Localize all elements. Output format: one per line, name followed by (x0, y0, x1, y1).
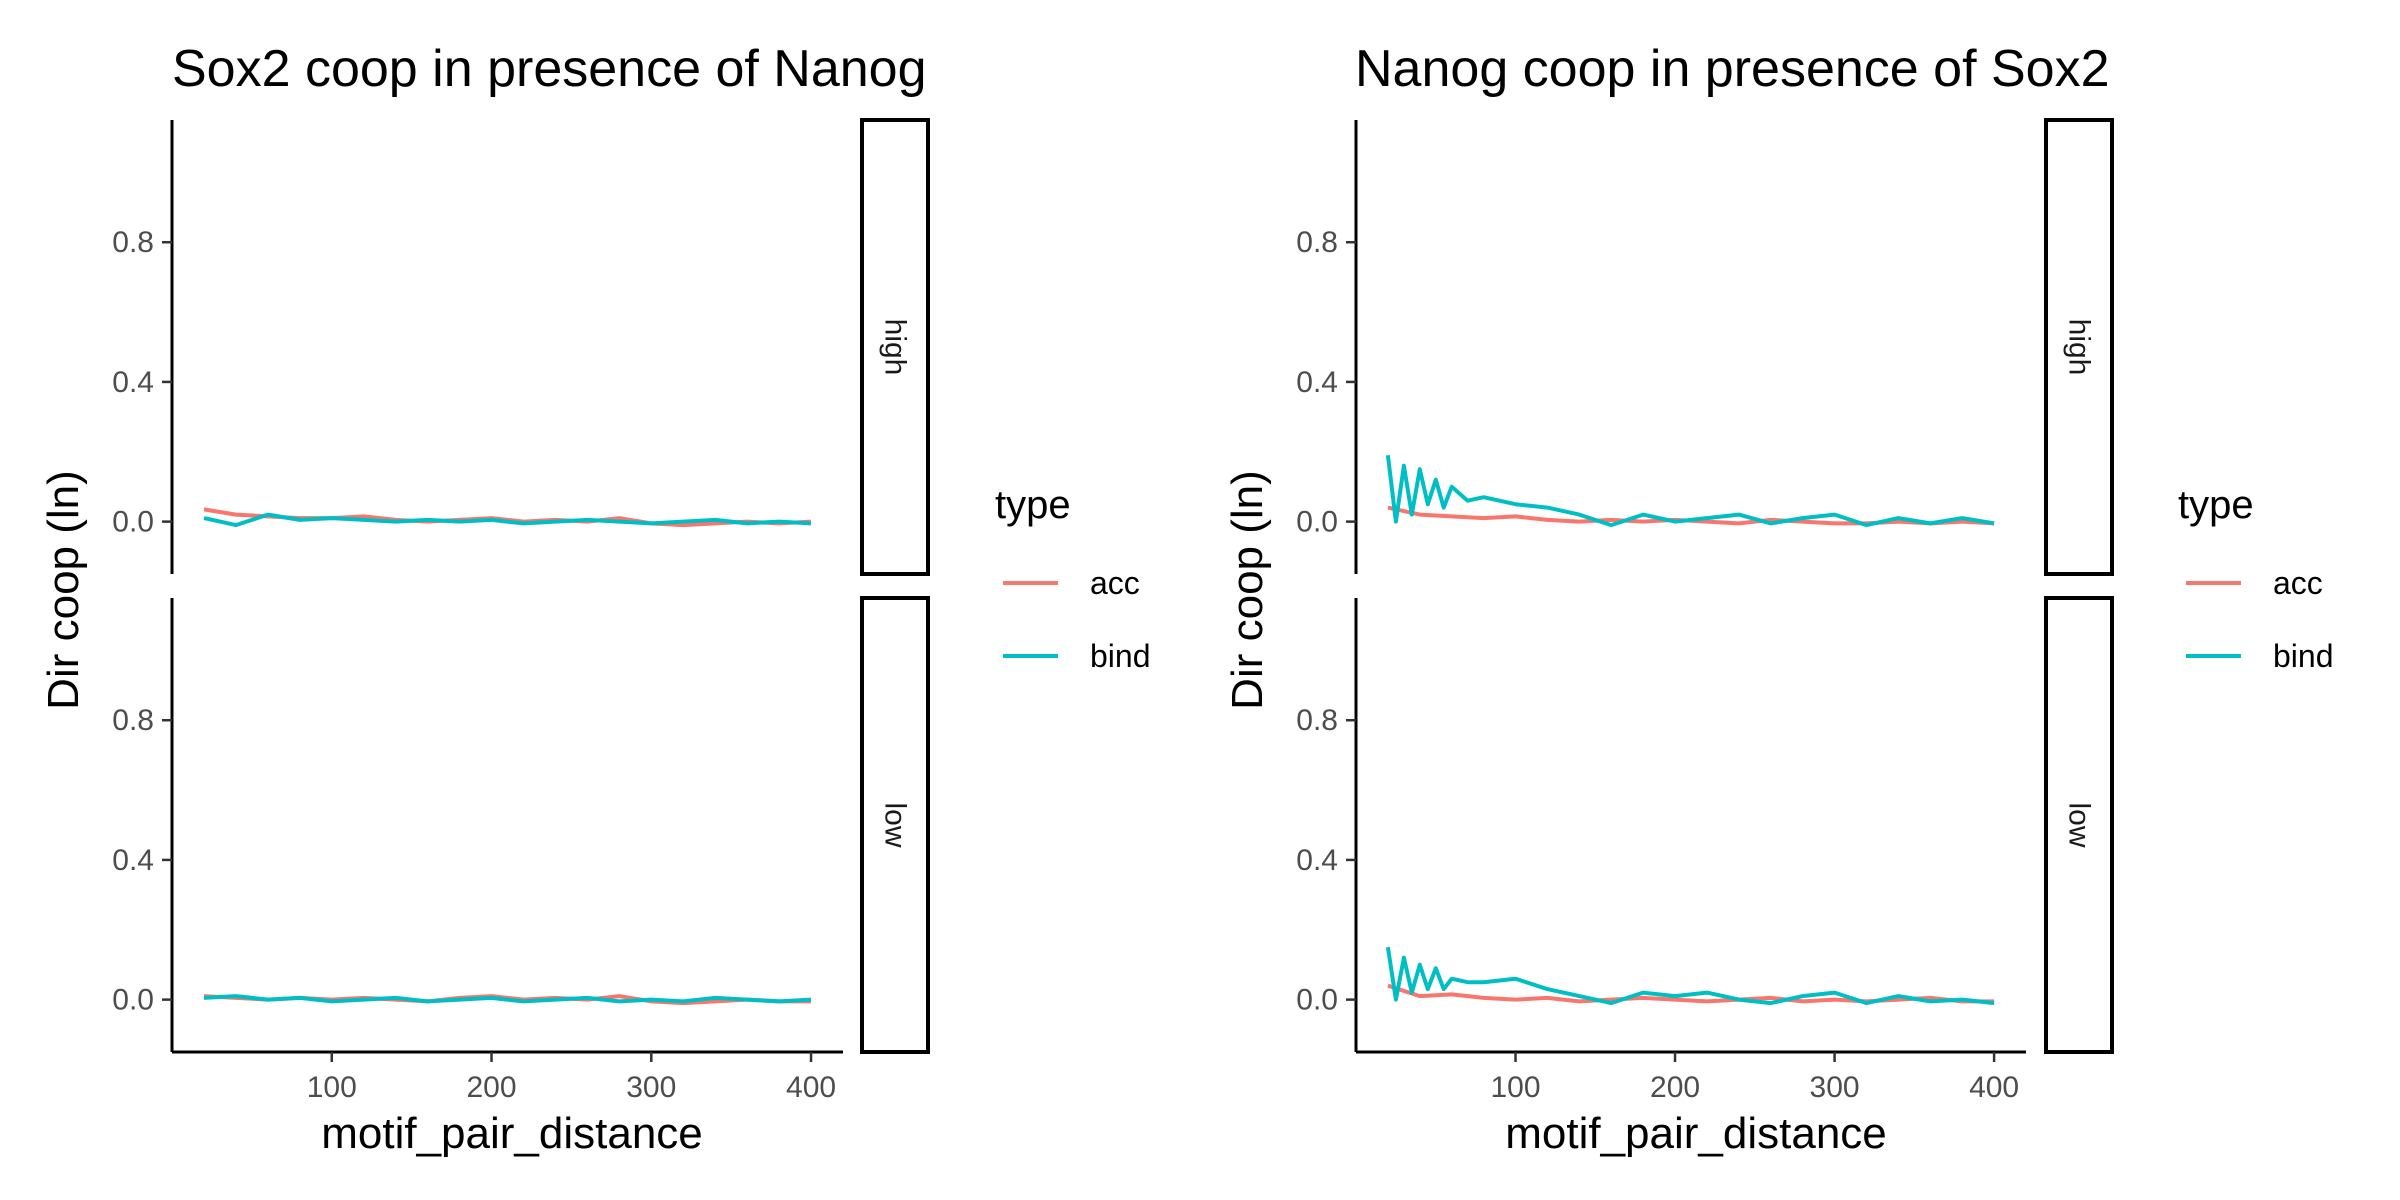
y-axis-title: Dir coop (ln) (39, 470, 88, 710)
facet-strip-label: high (879, 319, 912, 376)
y-axis-title: Dir coop (ln) (1223, 470, 1272, 710)
y-tick-label: 0.0 (1296, 506, 1338, 539)
series-line-bind (203, 994, 812, 1004)
x-tick-label: 300 (1810, 1071, 1860, 1104)
x-tick-label: 400 (1969, 1071, 2019, 1104)
facet-strip (2044, 118, 2114, 576)
facet-high: 0.0 0.4 0.8 high (112, 118, 930, 576)
series-line-bind (203, 512, 812, 528)
x-axis: 100 200 300 400 (172, 1050, 843, 1104)
facet-strip (860, 596, 930, 1054)
facet-group: 0.0 0.4 0.8 high 0.0 0.4 0.8 low (112, 118, 930, 1054)
facet-low: 0.0 0.4 0.8 low (1296, 596, 2114, 1054)
x-tick-label: 200 (1650, 1071, 1700, 1104)
chart-title: Nanog coop in presence of Sox2 (1355, 40, 2110, 98)
legend-label-acc: acc (2273, 565, 2323, 601)
y-tick-label: 0.4 (112, 366, 154, 399)
y-tick-label: 0.0 (112, 506, 154, 539)
legend-label-bind: bind (2273, 638, 2334, 674)
x-tick-label: 200 (466, 1071, 516, 1104)
facet-strip (2044, 596, 2114, 1054)
x-tick-label: 100 (307, 1071, 357, 1104)
x-axis-title: motif_pair_distance (1505, 1109, 1887, 1158)
legend-title: type (995, 483, 1071, 527)
series-line-bind (1385, 455, 1995, 528)
x-tick-label: 300 (626, 1071, 676, 1104)
x-axis-title: motif_pair_distance (321, 1109, 703, 1158)
y-tick-label: 0.4 (1296, 844, 1338, 877)
legend: type acc bind (995, 483, 1151, 674)
y-tick-label: 0.4 (112, 844, 154, 877)
facet-group: 0.0 0.4 0.8 high 0.0 0.4 0.8 low (1296, 118, 2114, 1054)
series-line-bind (1385, 946, 1995, 1006)
legend: type acc bind (2178, 483, 2334, 674)
y-tick-label: 0.8 (112, 704, 154, 737)
facet-strip-label: low (2063, 802, 2096, 847)
chart-title: Sox2 coop in presence of Nanog (172, 40, 927, 98)
facet-strip (860, 118, 930, 576)
y-tick-label: 0.8 (1296, 704, 1338, 737)
series-line-acc (1387, 983, 1995, 1004)
legend-title: type (2178, 483, 2254, 527)
y-tick-label: 0.8 (112, 226, 154, 259)
chart-panel-sox2: Sox2 coop in presence of Nanog Dir coop … (39, 40, 1151, 1158)
legend-label-bind: bind (1090, 638, 1151, 674)
x-tick-label: 100 (1490, 1071, 1540, 1104)
y-tick-label: 0.0 (1296, 984, 1338, 1017)
facet-high: 0.0 0.4 0.8 high (1296, 118, 2114, 576)
y-tick-label: 0.0 (112, 984, 154, 1017)
facet-strip-label: high (2063, 319, 2096, 376)
facet-strip-label: low (879, 802, 912, 847)
y-tick-label: 0.4 (1296, 366, 1338, 399)
legend-label-acc: acc (1090, 565, 1140, 601)
facet-low: 0.0 0.4 0.8 low (112, 596, 930, 1054)
y-tick-label: 0.8 (1296, 226, 1338, 259)
chart-panel-nanog: Nanog coop in presence of Sox2 Dir coop … (1223, 40, 2334, 1158)
x-axis: 100 200 300 400 (1356, 1050, 2026, 1104)
x-tick-label: 400 (786, 1071, 836, 1104)
